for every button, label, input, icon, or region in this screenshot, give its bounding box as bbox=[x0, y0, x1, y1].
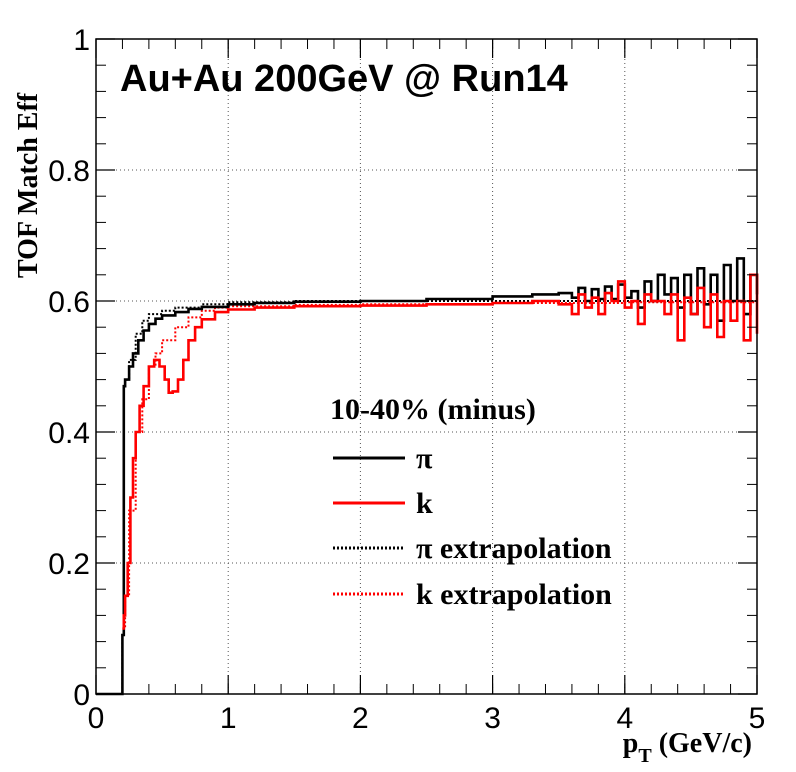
legend-label-pi-extrapolation: π extrapolation bbox=[416, 532, 612, 565]
x-tick-label: 3 bbox=[484, 702, 501, 735]
legend-header: 10-40% (minus) bbox=[330, 393, 536, 426]
x-axis-title-sub: T bbox=[638, 745, 652, 767]
y-tick-label: 0.4 bbox=[48, 417, 90, 450]
axis-ticks bbox=[95, 38, 758, 695]
x-axis-title-rest: (GeV/c) bbox=[652, 728, 752, 759]
legend-label-k: k bbox=[416, 487, 433, 520]
plot-frame bbox=[95, 38, 758, 695]
chart-title: Au+Au 200GeV @ Run14 bbox=[120, 58, 568, 100]
y-tick-label: 1 bbox=[73, 24, 90, 57]
x-tick-label: 2 bbox=[352, 702, 369, 735]
y-tick-label: 0.2 bbox=[48, 548, 90, 581]
series-line-k bbox=[122, 273, 759, 630]
series-line-π bbox=[96, 257, 759, 696]
tick-labels: 0 1 2 3 4 5 0 0.2 0.4 0.6 0.8 1 bbox=[48, 24, 765, 735]
x-tick-label: 4 bbox=[616, 702, 633, 735]
y-tick-label: 0 bbox=[73, 679, 90, 712]
y-axis-title: TOF Match Eff bbox=[13, 92, 44, 278]
x-axis-title: pT (GeV/c) bbox=[623, 728, 752, 767]
x-tick-label: 1 bbox=[220, 702, 237, 735]
legend: 10-40% (minus) π k π extrapolation k ext… bbox=[330, 393, 612, 611]
series-layer bbox=[96, 257, 759, 696]
legend-label-k-extrapolation: k extrapolation bbox=[416, 578, 612, 611]
legend-label-pi: π bbox=[416, 442, 433, 475]
x-axis-title-main: p bbox=[623, 728, 639, 759]
x-tick-label: 5 bbox=[749, 702, 766, 735]
x-tick-label: 0 bbox=[88, 702, 105, 735]
y-tick-label: 0.8 bbox=[48, 155, 90, 188]
y-tick-label: 0.6 bbox=[48, 286, 90, 319]
